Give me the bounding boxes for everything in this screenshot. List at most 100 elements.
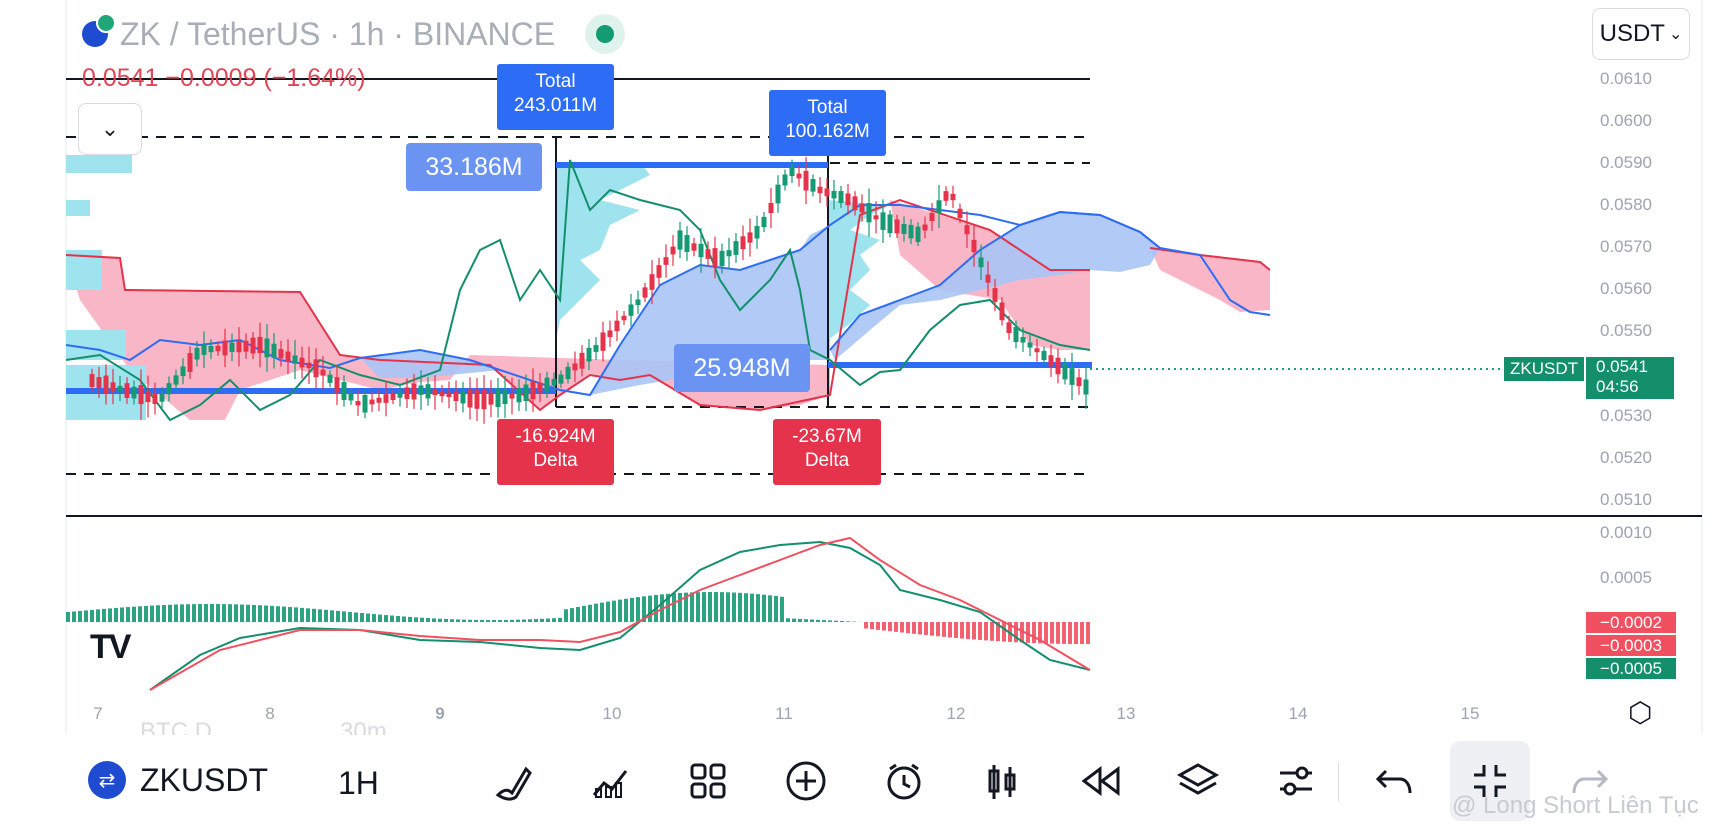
layouts-icon[interactable] <box>682 755 734 807</box>
candle-body <box>909 225 914 239</box>
chevron-down-icon: ⌄ <box>101 116 119 142</box>
delta-label-2-title: Delta <box>773 449 881 473</box>
candle-body <box>958 209 963 218</box>
candle-body <box>902 224 907 234</box>
delta-label-1[interactable]: -16.924M Delta <box>497 419 614 485</box>
macd-bar <box>936 622 940 636</box>
candle-body <box>594 345 599 352</box>
watermark: @ Long Short Liên Tục <box>1452 792 1699 820</box>
candle-body <box>272 344 277 358</box>
macd-bar <box>378 615 382 622</box>
indicators-icon[interactable] <box>584 755 636 807</box>
macd-bar <box>636 597 640 622</box>
macd-bar <box>492 620 496 622</box>
macd-bar <box>486 620 490 622</box>
macd-bar <box>792 619 796 622</box>
undo-icon[interactable] <box>1368 755 1420 807</box>
macd-bar <box>900 622 904 633</box>
candle-body <box>895 219 900 233</box>
candle-body <box>1063 363 1068 379</box>
delta-label-1-title: Delta <box>497 449 614 473</box>
symbol-selector[interactable]: ⇄ ZKUSDT <box>88 761 268 799</box>
time-tick: 10 <box>603 704 622 723</box>
macd-bar <box>186 604 190 622</box>
candle-body <box>279 349 284 358</box>
candle-body <box>713 248 718 267</box>
candle-body <box>755 226 760 238</box>
macd-bar <box>1032 622 1036 643</box>
candle-body <box>468 389 473 407</box>
macd-bar <box>390 616 394 622</box>
total-label-1[interactable]: Total 243.011M <box>497 64 614 130</box>
candle-body <box>685 235 690 252</box>
macd-bar <box>768 595 772 622</box>
candle-body <box>384 394 389 403</box>
timeframe-selector[interactable]: 1H <box>338 765 379 802</box>
rewind-icon[interactable] <box>1074 755 1126 807</box>
collapse-legend-button[interactable]: ⌄ <box>78 103 142 155</box>
macd-bar <box>696 592 700 622</box>
price-tick: 0.0590 <box>1600 153 1652 172</box>
price-tick: 0.0510 <box>1600 490 1652 509</box>
candle-body <box>111 382 116 391</box>
price-tick: 0.0550 <box>1600 321 1652 340</box>
currency-button[interactable]: USDT⌄ <box>1592 8 1690 60</box>
candle-body <box>811 179 816 192</box>
total-label-2[interactable]: Total 100.162M <box>769 90 886 156</box>
price-tick: 0.0610 <box>1600 69 1652 88</box>
poc-label-1-text: 33.186M <box>425 153 522 182</box>
candle-body <box>1070 368 1075 385</box>
macd-bar <box>240 605 244 622</box>
price-tick: 0.0600 <box>1600 111 1652 130</box>
candle-body <box>881 212 886 230</box>
time-tick: 9 <box>435 704 444 723</box>
macd-bar <box>906 622 910 633</box>
settings-icon[interactable] <box>1270 755 1322 807</box>
layers-icon[interactable] <box>1172 755 1224 807</box>
chart-header[interactable]: ZK / TetherUS · 1h · BINANCE <box>82 14 625 54</box>
chart-title: ZK / TetherUS · 1h · BINANCE <box>120 16 555 53</box>
macd-bar <box>336 611 340 622</box>
macd-bar <box>228 604 232 622</box>
total-label-2-title: Total <box>769 96 886 120</box>
delta-label-2[interactable]: -23.67M Delta <box>773 419 881 485</box>
macd-bar <box>894 622 898 632</box>
candle-body <box>699 244 704 257</box>
chart-settings-icon[interactable]: ⬡ <box>1628 696 1652 729</box>
candle-body <box>972 240 977 252</box>
macd-bar <box>1050 622 1054 644</box>
macd-bar <box>120 607 124 622</box>
time-tick: 8 <box>265 704 274 723</box>
macd-bar <box>192 604 196 622</box>
macd-bar <box>444 619 448 622</box>
macd-bar <box>438 619 442 622</box>
symbol-logo-icon <box>82 21 108 47</box>
macd-bar <box>276 606 280 622</box>
candle-body <box>216 346 221 351</box>
macd-bar <box>546 619 550 622</box>
draw-icon[interactable] <box>486 755 538 807</box>
time-tick: 15 <box>1461 704 1480 723</box>
market-status-icon[interactable] <box>585 14 625 54</box>
candle-body <box>601 332 606 350</box>
macd-bar <box>726 592 730 622</box>
candle-body <box>265 339 270 358</box>
alert-icon[interactable] <box>878 755 930 807</box>
total-label-1-value: 243.011M <box>497 94 614 118</box>
macd-bar <box>540 619 544 622</box>
add-icon[interactable] <box>780 755 832 807</box>
total-label-1-title: Total <box>497 70 614 94</box>
candle-body <box>860 204 865 213</box>
candle-body <box>153 393 158 404</box>
macd-bar <box>708 592 712 622</box>
poc-label-2[interactable]: 25.948M <box>674 344 810 392</box>
macd-bar <box>102 609 106 622</box>
replay-bars-icon[interactable] <box>976 755 1028 807</box>
candle-body <box>930 213 935 221</box>
macd-bar <box>498 620 502 622</box>
candle-body <box>475 390 480 409</box>
poc-label-1[interactable]: 33.186M <box>406 143 542 191</box>
candle-body <box>552 379 557 386</box>
candle-body <box>321 370 326 376</box>
macd-bar <box>870 622 874 629</box>
